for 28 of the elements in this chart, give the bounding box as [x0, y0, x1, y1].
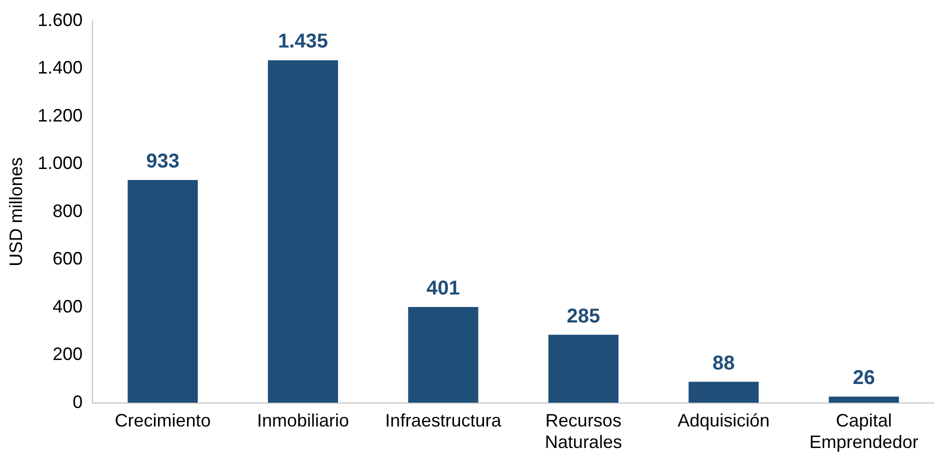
- data-label: 88: [712, 352, 735, 374]
- bar: [128, 180, 198, 403]
- y-tick-label: 200: [52, 344, 83, 364]
- bar: [548, 334, 618, 403]
- y-tick-label: 1.600: [38, 10, 83, 30]
- data-label: 285: [566, 305, 600, 328]
- bar: [688, 382, 759, 403]
- x-tick-label: Infraestructura: [385, 410, 502, 431]
- bar: [828, 396, 899, 403]
- data-label: 26: [852, 367, 876, 390]
- data-label: 401: [426, 278, 460, 300]
- y-tick-label: 1.200: [38, 105, 83, 126]
- x-tick-label: Adquisición: [678, 410, 770, 431]
- x-tick-label: Inmobiliario: [256, 410, 350, 431]
- y-tick-label: 1.400: [38, 58, 83, 78]
- y-tick-label: 800: [52, 200, 83, 221]
- y-tick-label: 600: [52, 248, 83, 269]
- x-tick-label: Capital Emprendedor: [809, 410, 918, 452]
- bar: [408, 307, 478, 403]
- y-tick-label: 400: [52, 296, 83, 316]
- data-label: 933: [146, 150, 180, 173]
- data-label: 1.435: [278, 30, 328, 53]
- y-tick-label: 1.000: [38, 153, 83, 174]
- y-axis-title: USD millones: [6, 157, 26, 266]
- bar: [268, 60, 338, 403]
- x-tick-label: Crecimiento: [114, 410, 211, 431]
- x-tick-label: Recursos Naturales: [544, 410, 622, 452]
- y-tick-label: 0: [72, 392, 83, 412]
